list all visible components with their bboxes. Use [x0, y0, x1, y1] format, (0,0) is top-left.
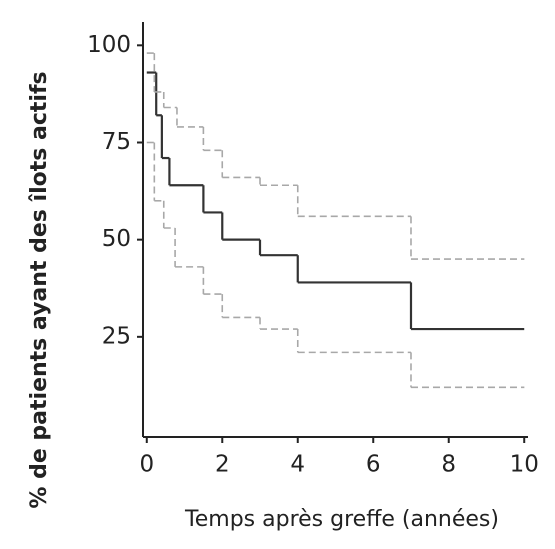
y-tick-label: 25: [102, 323, 131, 349]
x-tick-label: 6: [366, 452, 381, 478]
y-tick-label: 50: [102, 226, 131, 252]
x-tick-label: 4: [290, 452, 305, 478]
x-tick-label: 0: [139, 452, 154, 478]
y-tick-label: 75: [102, 129, 131, 155]
y-tick-label: 100: [87, 32, 131, 58]
x-tick-label: 8: [441, 452, 456, 478]
x-axis-label: Temps après greffe (années): [184, 507, 499, 532]
y-axis-label: % de patients ayant des îlots actifs: [27, 71, 52, 508]
x-tick-label: 2: [215, 452, 230, 478]
x-tick-label: 10: [510, 452, 539, 478]
